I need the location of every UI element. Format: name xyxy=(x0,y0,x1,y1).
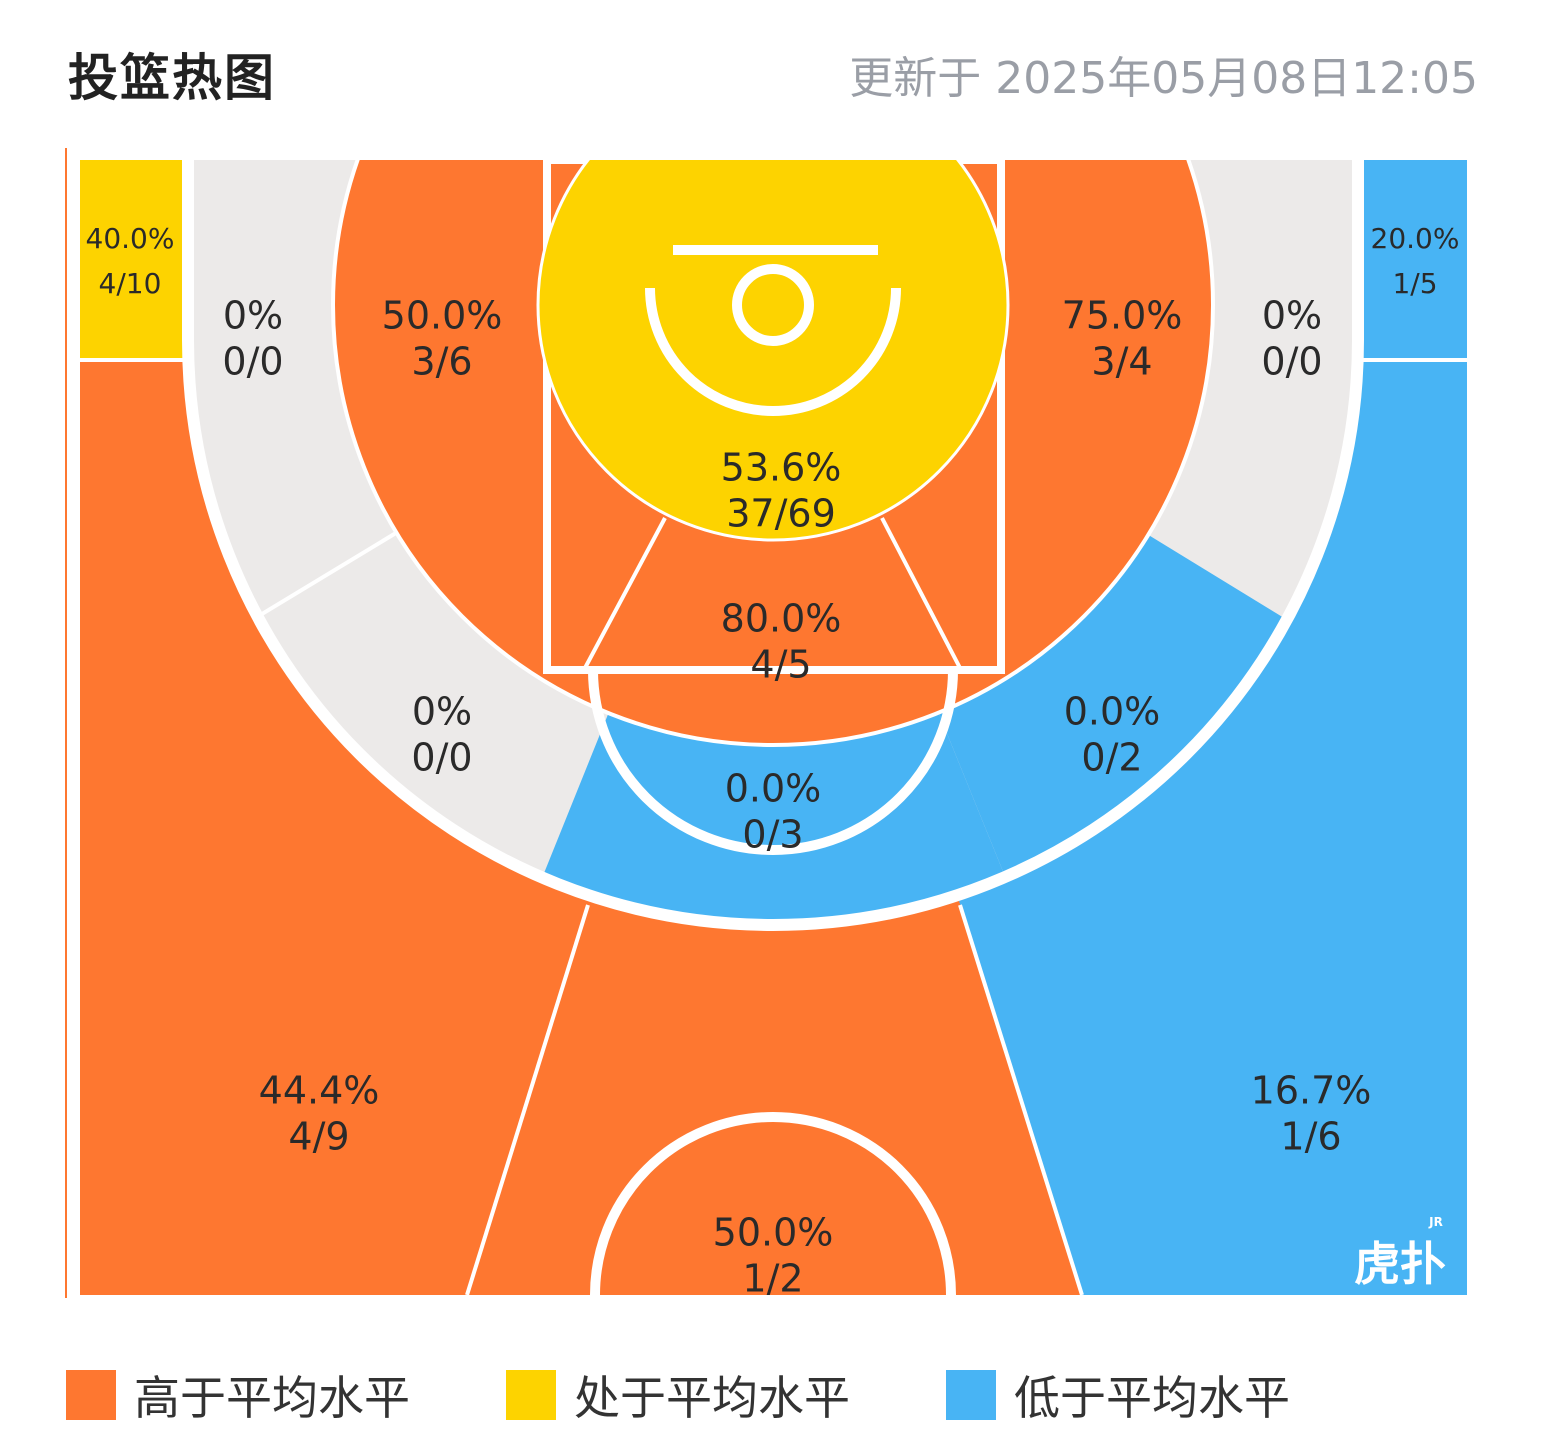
legend-item-average: 处于平均水平 xyxy=(506,1362,850,1428)
zone-label-pct-right-wing-mid: 0.0% xyxy=(1064,689,1161,733)
legend-label: 低于平均水平 xyxy=(1014,1371,1290,1425)
zone-divider xyxy=(880,517,962,669)
center-circle xyxy=(590,1112,956,1295)
zone-label-made-restricted-area: 37/69 xyxy=(726,491,836,535)
legend-swatch xyxy=(946,1370,996,1420)
zone-label-made-left-baseline-mid: 0/0 xyxy=(222,339,283,383)
zone-label-made-top-mid: 0/3 xyxy=(742,812,803,856)
zone-top-mid xyxy=(374,305,1175,925)
zone-divider xyxy=(958,904,1084,1295)
zone-label-pct-left-wing-3: 44.4% xyxy=(259,1068,380,1112)
zone-label-made-right-wing-mid: 0/2 xyxy=(1081,735,1142,779)
zone-label-pct-right-corner-3: 20.0% xyxy=(1371,222,1460,255)
zone-label-made-right-short-mid: 3/4 xyxy=(1091,339,1152,383)
brand-logo: 虎扑 JR xyxy=(1354,1215,1446,1291)
svg-text:JR: JR xyxy=(1428,1215,1443,1229)
svg-text:虎扑: 虎扑 xyxy=(1354,1237,1446,1291)
zone-label-made-top-3: 1/2 xyxy=(742,1256,803,1300)
zone-label-pct-right-wing-3: 16.7% xyxy=(1251,1068,1372,1112)
zone-right-corner-3 xyxy=(1360,160,1467,360)
zone-label-pct-left-baseline-mid: 0% xyxy=(223,293,283,337)
rim xyxy=(732,264,814,346)
zone-label-pct-top-mid: 0.0% xyxy=(725,766,822,810)
updated-timestamp: 更新于 2025年05月08日12:05 xyxy=(849,53,1478,104)
zone-label-pct-restricted-area: 53.6% xyxy=(721,445,842,489)
zone-label-made-right-baseline-mid: 0/0 xyxy=(1261,339,1322,383)
zone-label-made-left-corner-3: 4/10 xyxy=(99,267,162,300)
page-title: 投篮热图 xyxy=(68,49,276,107)
legend-label: 处于平均水平 xyxy=(574,1371,850,1425)
free-throw-circle xyxy=(588,669,958,855)
zone-label-made-right-corner-3: 1/5 xyxy=(1392,267,1437,300)
zone-label-pct-top-3: 50.0% xyxy=(713,1210,834,1254)
restricted-arc xyxy=(645,287,901,416)
zone-label-made-left-wing-3: 4/9 xyxy=(288,1114,349,1158)
zone-label-made-left-wing-mid: 0/0 xyxy=(411,735,472,779)
zone-label-pct-left-corner-3: 40.0% xyxy=(86,222,175,255)
zone-label-made-paint: 4/5 xyxy=(750,642,811,686)
lane xyxy=(543,160,1005,674)
legend: 高于平均水平 处于平均水平 低于平均水平 xyxy=(66,1362,1386,1428)
zone-label-pct-right-baseline-mid: 0% xyxy=(1262,293,1322,337)
zone-label-pct-paint: 80.0% xyxy=(721,596,842,640)
zone-label-pct-left-short-mid: 50.0% xyxy=(382,293,503,337)
zone-restricted-area xyxy=(536,160,1010,542)
zone-label-made-left-short-mid: 3/6 xyxy=(411,339,472,383)
legend-label: 高于平均水平 xyxy=(134,1371,410,1425)
zone-divider xyxy=(465,904,590,1295)
zone-label-pct-left-wing-mid: 0% xyxy=(412,689,472,733)
zone-left-corner-3 xyxy=(80,160,188,360)
legend-swatch xyxy=(66,1370,116,1420)
legend-item-above: 高于平均水平 xyxy=(66,1362,410,1428)
zone-divider xyxy=(583,517,667,669)
legend-swatch xyxy=(506,1370,556,1420)
zone-label-made-right-wing-3: 1/6 xyxy=(1280,1114,1341,1158)
three-point-line xyxy=(182,160,1364,931)
legend-item-below: 低于平均水平 xyxy=(946,1362,1290,1428)
zone-label-pct-right-short-mid: 75.0% xyxy=(1062,293,1183,337)
